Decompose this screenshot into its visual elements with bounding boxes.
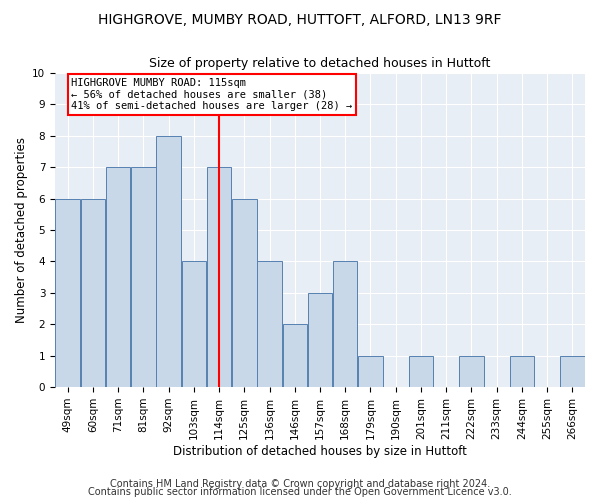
Bar: [257, 262, 282, 387]
Bar: [182, 262, 206, 387]
Bar: [207, 168, 231, 387]
Title: Size of property relative to detached houses in Huttoft: Size of property relative to detached ho…: [149, 58, 491, 70]
Bar: [409, 356, 433, 387]
Bar: [232, 198, 257, 387]
Bar: [157, 136, 181, 387]
Text: Contains public sector information licensed under the Open Government Licence v3: Contains public sector information licen…: [88, 487, 512, 497]
Bar: [106, 168, 130, 387]
Bar: [358, 356, 383, 387]
Bar: [80, 198, 105, 387]
Y-axis label: Number of detached properties: Number of detached properties: [15, 137, 28, 323]
Bar: [459, 356, 484, 387]
X-axis label: Distribution of detached houses by size in Huttoft: Distribution of detached houses by size …: [173, 444, 467, 458]
Text: Contains HM Land Registry data © Crown copyright and database right 2024.: Contains HM Land Registry data © Crown c…: [110, 479, 490, 489]
Bar: [509, 356, 534, 387]
Text: HIGHGROVE MUMBY ROAD: 115sqm
← 56% of detached houses are smaller (38)
41% of se: HIGHGROVE MUMBY ROAD: 115sqm ← 56% of de…: [71, 78, 353, 111]
Bar: [131, 168, 155, 387]
Bar: [560, 356, 584, 387]
Bar: [308, 293, 332, 387]
Bar: [283, 324, 307, 387]
Bar: [333, 262, 358, 387]
Bar: [55, 198, 80, 387]
Text: HIGHGROVE, MUMBY ROAD, HUTTOFT, ALFORD, LN13 9RF: HIGHGROVE, MUMBY ROAD, HUTTOFT, ALFORD, …: [98, 12, 502, 26]
